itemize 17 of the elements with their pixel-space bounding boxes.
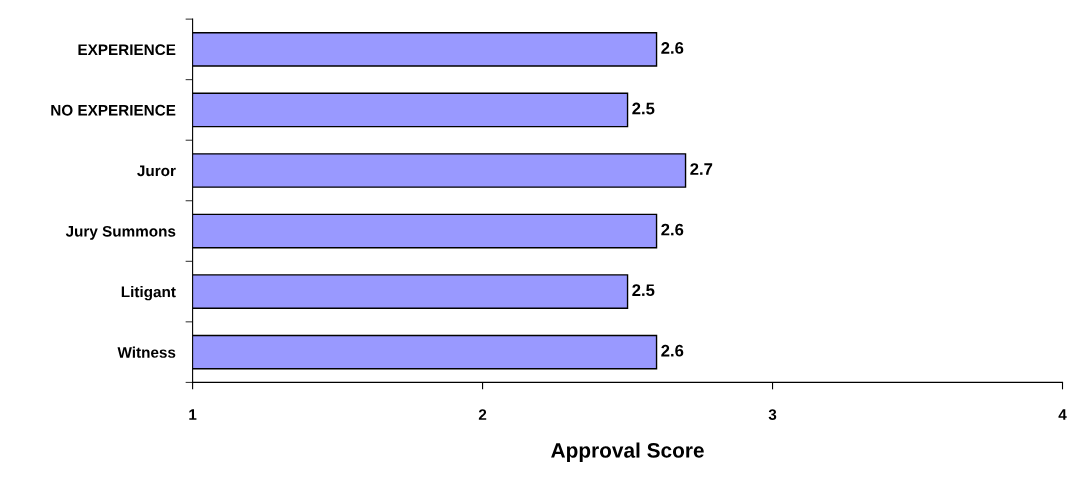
y-tick-label: Jury Summons bbox=[65, 225, 176, 240]
data-label: 2.5 bbox=[632, 284, 655, 297]
x-tick-label: 2 bbox=[478, 409, 487, 420]
x-tick-label: 3 bbox=[768, 409, 777, 421]
y-tick-label: Witness bbox=[117, 346, 176, 358]
data-label: 2.6 bbox=[661, 42, 684, 54]
y-tick-label: EXPERIENCE bbox=[78, 44, 176, 56]
y-tick-label: NO EXPERIENCE bbox=[51, 104, 176, 116]
x-axis-title: Approval Score bbox=[551, 442, 704, 462]
x-tick-label: 1 bbox=[189, 409, 197, 420]
data-label: 2.7 bbox=[690, 163, 713, 175]
data-label: 2.6 bbox=[661, 223, 684, 236]
x-tick-label: 4 bbox=[1058, 409, 1067, 420]
y-tick-label: Litigant bbox=[121, 286, 176, 301]
data-label: 2.6 bbox=[661, 344, 684, 357]
data-label: 2.5 bbox=[632, 102, 655, 115]
y-tick-label: Juror bbox=[137, 165, 176, 177]
